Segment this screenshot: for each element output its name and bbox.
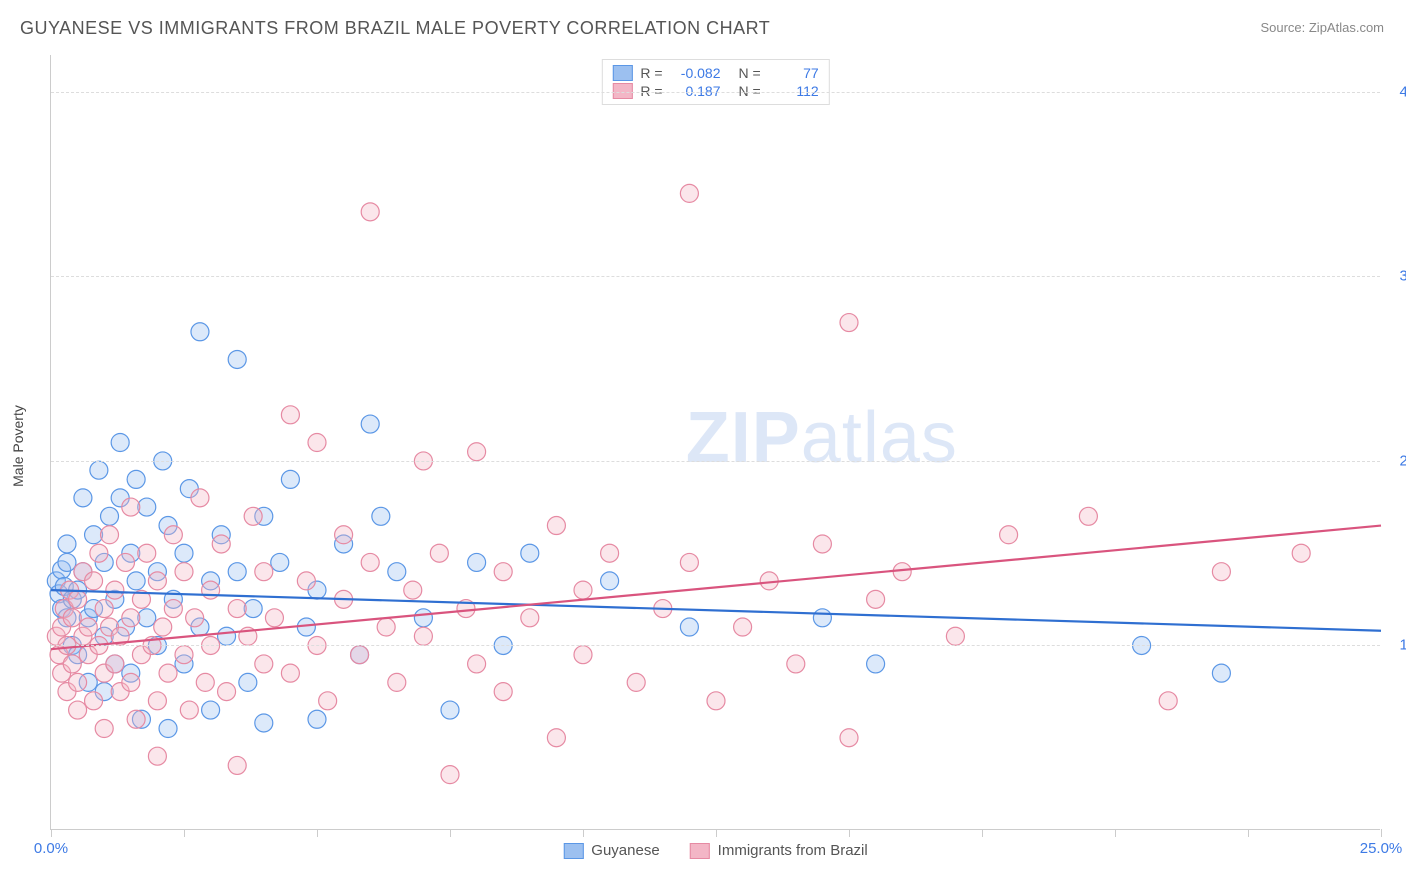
source-attribution: Source: ZipAtlas.com <box>1260 20 1384 35</box>
x-tick-label: 25.0% <box>1360 840 1403 857</box>
y-tick-label: 40.0% <box>1387 83 1406 100</box>
plot-area: ZIPatlas R = -0.082 N = 77 R = 0.187 N =… <box>50 55 1380 830</box>
chart-title: GUYANESE VS IMMIGRANTS FROM BRAZIL MALE … <box>20 18 770 39</box>
scatter-svg <box>51 55 1380 829</box>
swatch-brazil-icon <box>690 843 710 859</box>
chart-container: GUYANESE VS IMMIGRANTS FROM BRAZIL MALE … <box>0 0 1406 892</box>
legend-item-guyanese: Guyanese <box>563 842 659 859</box>
x-tick-label: 0.0% <box>34 840 68 857</box>
series-legend: Guyanese Immigrants from Brazil <box>563 842 867 859</box>
swatch-guyanese-icon <box>563 843 583 859</box>
y-tick-label: 30.0% <box>1387 268 1406 285</box>
y-axis-label: Male Poverty <box>10 405 26 487</box>
y-tick-label: 10.0% <box>1387 637 1406 654</box>
y-tick-label: 20.0% <box>1387 452 1406 469</box>
legend-item-brazil: Immigrants from Brazil <box>690 842 868 859</box>
